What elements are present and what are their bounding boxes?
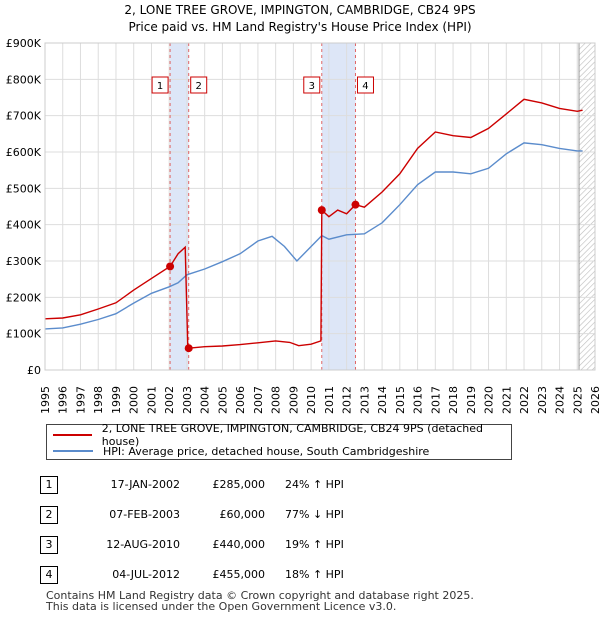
- x-tick-label: 2017: [429, 386, 442, 414]
- legend: 2, LONE TREE GROVE, IMPINGTON, CAMBRIDGE…: [46, 422, 512, 460]
- transaction-marker-box: [151, 76, 169, 94]
- x-tick-label: 2021: [500, 386, 513, 414]
- y-tick-label: £300K: [6, 255, 42, 268]
- x-tick-label: 2023: [536, 386, 549, 414]
- y-tick-label: £800K: [6, 73, 42, 86]
- y-tick-label: £100K: [6, 328, 42, 341]
- footer-copyright: Contains HM Land Registry data © Crown c…: [46, 589, 474, 602]
- x-tick-label: 2001: [145, 386, 158, 414]
- legend-item-property: 2, LONE TREE GROVE, IMPINGTON, CAMBRIDGE…: [53, 422, 511, 448]
- x-tick-label: 2000: [128, 386, 141, 414]
- y-tick-label: £700K: [6, 110, 42, 123]
- x-tick-label: 2024: [554, 386, 567, 414]
- table-row: 3 12-AUG-2010 £440,000 19% ↑ HPI: [40, 536, 440, 556]
- plot-frame: [44, 42, 596, 371]
- forecast-hatch: [579, 43, 595, 370]
- transaction-point: [351, 200, 360, 209]
- table-row: 4 04-JUL-2012 £455,000 18% ↑ HPI: [40, 566, 440, 586]
- x-tick-label: 2003: [181, 386, 194, 414]
- table-row: 2 07-FEB-2003 £60,000 77% ↓ HPI: [40, 506, 440, 526]
- transaction-date: 12-AUG-2010: [106, 538, 180, 551]
- x-tick-label: 2012: [341, 386, 354, 414]
- footer: Contains HM Land Registry data © Crown c…: [46, 590, 474, 612]
- transaction-marker-box: [303, 76, 321, 94]
- x-tick-label: 2020: [483, 386, 496, 414]
- transaction-point: [166, 262, 175, 271]
- shaded-period: [321, 43, 356, 370]
- x-tick-label: 1997: [74, 386, 87, 414]
- footer-licence: This data is licensed under the Open Gov…: [46, 600, 397, 613]
- x-tick-label: 2006: [234, 386, 247, 414]
- x-tick-label: 1996: [57, 386, 70, 414]
- transaction-marker-label: 2: [196, 81, 202, 92]
- transaction-marker: 4: [40, 566, 58, 584]
- transaction-hpi: 24% ↑ HPI: [285, 478, 344, 491]
- x-tick-label: 2026: [589, 386, 600, 414]
- y-tick-label: £400K: [6, 219, 42, 232]
- y-tick-label: £900K: [6, 37, 42, 50]
- transaction-marker-label: 1: [157, 81, 163, 92]
- transaction-marker: 1: [40, 476, 58, 494]
- transaction-marker-box: [356, 76, 374, 94]
- series-line-property: [44, 98, 583, 349]
- legend-swatch-property: [53, 434, 92, 436]
- x-tick-label: 1995: [39, 386, 52, 414]
- transaction-hpi: 19% ↑ HPI: [285, 538, 344, 551]
- chart-title: 2, LONE TREE GROVE, IMPINGTON, CAMBRIDGE…: [124, 3, 475, 17]
- transaction-marker-box: [190, 76, 208, 94]
- transaction-price: £455,000: [212, 568, 266, 581]
- transaction-marker: 2: [40, 506, 58, 524]
- chart-subtitle: Price paid vs. HM Land Registry's House …: [128, 20, 471, 34]
- transaction-price: £60,000: [219, 508, 266, 521]
- shaded-period: [170, 43, 189, 370]
- x-tick-label: 2010: [305, 386, 318, 414]
- legend-label-hpi: HPI: Average price, detached house, Sout…: [103, 444, 430, 458]
- transaction-date: 17-JAN-2002: [110, 478, 180, 491]
- transaction-marker-label: 4: [362, 81, 368, 92]
- legend-label-property: 2, LONE TREE GROVE, IMPINGTON, CAMBRIDGE…: [101, 422, 484, 448]
- x-tick-label: 2013: [358, 386, 371, 414]
- x-tick-label: 2025: [571, 386, 584, 414]
- series-line-hpi: [44, 142, 583, 330]
- x-tick-label: 2009: [287, 386, 300, 414]
- x-tick-label: 2002: [163, 386, 176, 414]
- x-tick-label: 2004: [199, 386, 212, 414]
- transaction-hpi: 18% ↑ HPI: [285, 568, 344, 581]
- transaction-date: 07-FEB-2003: [109, 508, 180, 521]
- transaction-hpi: 77% ↓ HPI: [285, 508, 344, 521]
- x-tick-label: 1999: [110, 386, 123, 414]
- transaction-price: £285,000: [212, 478, 266, 491]
- transaction-date: 04-JUL-2012: [112, 568, 180, 581]
- y-tick-label: £600K: [6, 146, 42, 159]
- plot-area: [45, 43, 595, 370]
- transaction-marker: 3: [40, 536, 58, 554]
- transaction-point: [317, 206, 326, 215]
- y-tick-label: £500K: [6, 182, 42, 195]
- x-tick-label: 1998: [92, 386, 105, 414]
- y-tick-label: £200K: [6, 291, 42, 304]
- price-chart: 2, LONE TREE GROVE, IMPINGTON, CAMBRIDGE…: [6, 3, 600, 414]
- transaction-point: [184, 344, 193, 353]
- x-tick-label: 2008: [270, 386, 283, 414]
- x-tick-label: 2007: [252, 386, 265, 414]
- y-tick-label: £0: [27, 364, 41, 377]
- x-tick-label: 2005: [216, 386, 229, 414]
- x-tick-label: 2016: [412, 386, 425, 414]
- transaction-marker-label: 3: [309, 81, 315, 92]
- x-tick-label: 2015: [394, 386, 407, 414]
- x-tick-label: 2022: [518, 386, 531, 414]
- x-tick-label: 2011: [323, 386, 336, 414]
- transaction-price: £440,000: [212, 538, 266, 551]
- x-tick-label: 2019: [465, 386, 478, 414]
- x-tick-label: 2018: [447, 386, 460, 414]
- x-tick-label: 2014: [376, 386, 389, 414]
- table-row: 1 17-JAN-2002 £285,000 24% ↑ HPI: [40, 476, 440, 496]
- legend-swatch-hpi: [53, 450, 93, 452]
- legend-item-hpi: HPI: Average price, detached house, Sout…: [53, 443, 429, 459]
